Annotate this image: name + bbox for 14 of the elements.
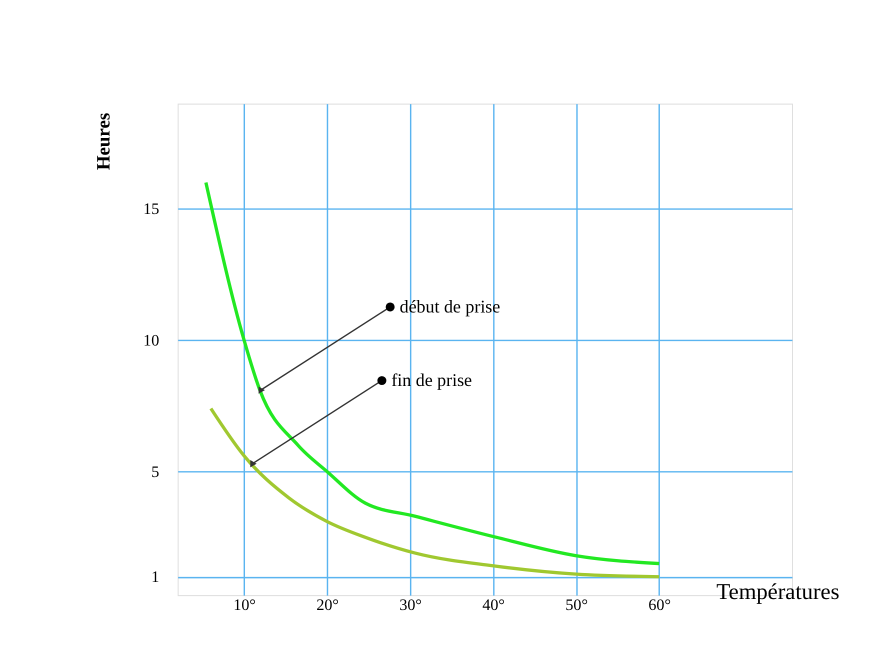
y-tick-label: 15 (143, 200, 160, 218)
y-tick-label: 1 (151, 568, 160, 586)
x-tick-label: 30° (399, 596, 422, 614)
line-series (204, 180, 661, 566)
x-axis-title: Températures (716, 578, 840, 604)
x-tick-label: 40° (482, 596, 505, 614)
x-tick-label: 20° (316, 596, 339, 614)
line-series (209, 406, 661, 578)
x-tick-label: 60° (648, 596, 671, 614)
y-axis-title: Heures (94, 112, 115, 170)
y-tick-label: 5 (151, 464, 160, 481)
x-tick-label: 50° (565, 596, 588, 614)
x-tick-label: 10° (233, 596, 256, 614)
y-tick-label: 10 (143, 332, 160, 350)
